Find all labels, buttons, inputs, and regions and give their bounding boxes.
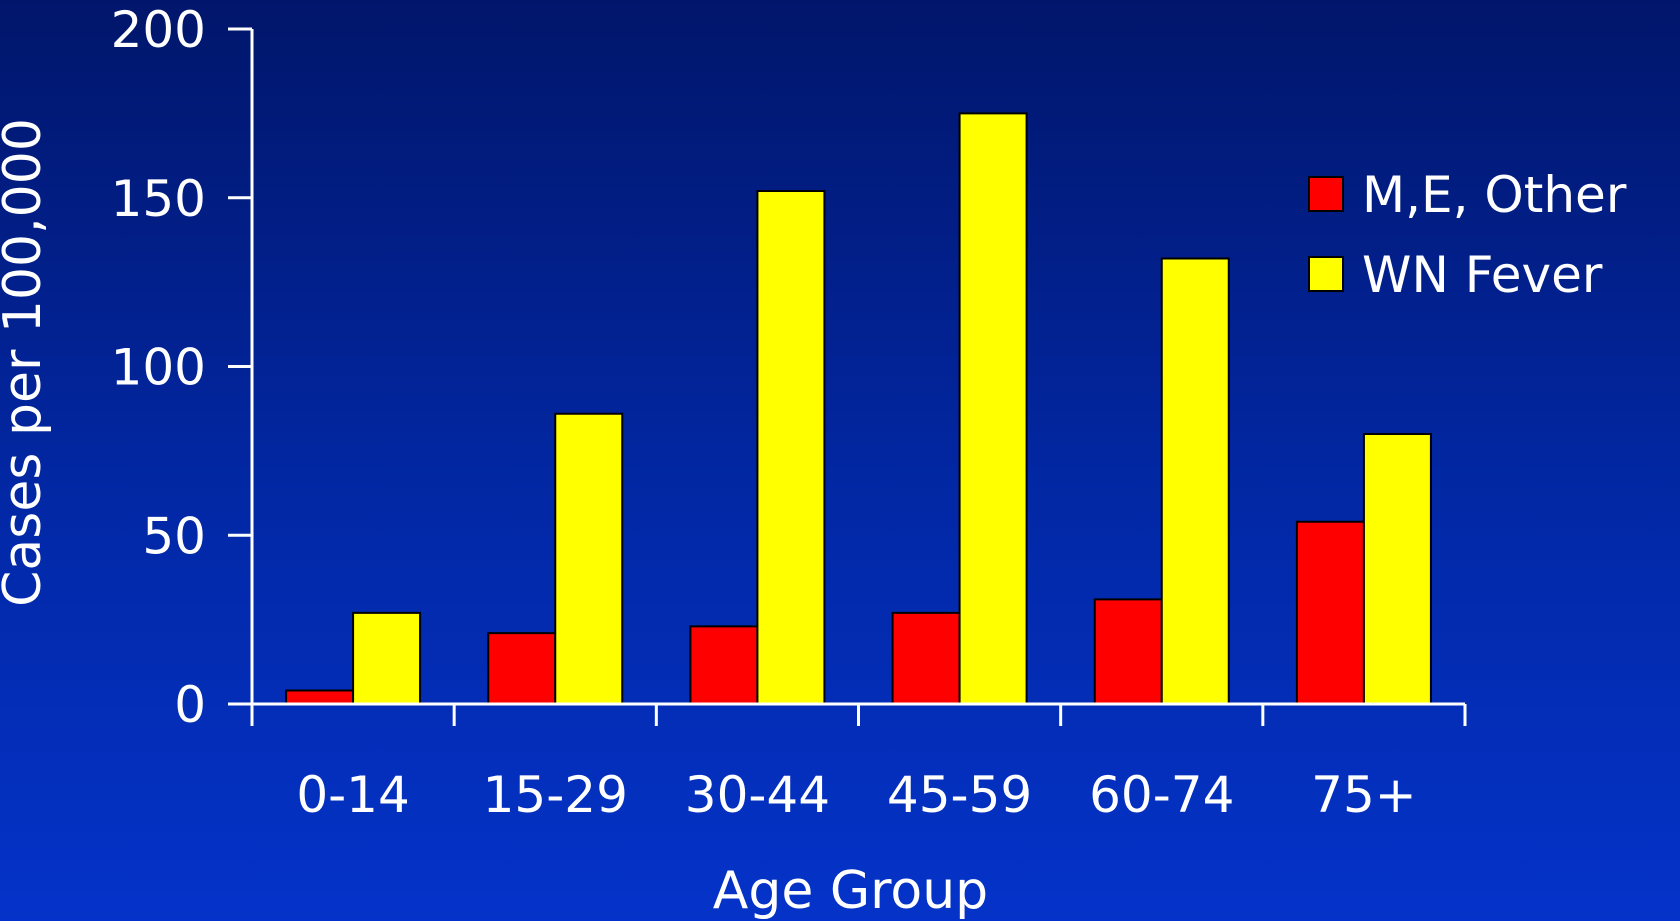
legend-swatch-me-other (1308, 176, 1344, 212)
bar-wn-fever-0-14 (352, 611, 422, 705)
legend: M,E, Other WN Fever (1308, 166, 1627, 304)
x-tick-label: 75+ (1311, 766, 1417, 824)
y-ticks: 0 50 100 150 200 (111, 1, 252, 734)
y-tick-label: 150 (111, 170, 206, 228)
bar-me-other-0-14 (285, 689, 355, 705)
bar-me-other-30-44 (689, 625, 759, 705)
y-tick-label: 200 (111, 1, 206, 59)
bar-wn-fever-45-59 (958, 112, 1028, 705)
x-axis-title: Age Group (713, 861, 988, 921)
bar-wn-fever-30-44 (756, 190, 826, 705)
legend-swatch-wn-fever (1308, 256, 1344, 292)
bar-me-other-15-29 (487, 632, 557, 705)
y-tick-label: 0 (174, 676, 206, 734)
x-tick-label: 45-59 (887, 766, 1032, 824)
bar-me-other-60-74 (1093, 598, 1163, 705)
x-tick-label: 60-74 (1089, 766, 1234, 824)
bar-wn-fever-60-74 (1160, 257, 1230, 705)
bars-layer (285, 112, 1432, 705)
legend-label-wn-fever: WN Fever (1362, 246, 1603, 304)
y-tick-label: 50 (142, 507, 206, 565)
bar-wn-fever-75+ (1362, 433, 1432, 705)
axes-layer (250, 29, 1465, 724)
y-tick-label: 100 (111, 339, 206, 397)
x-tick-label: 0-14 (296, 766, 409, 824)
x-tick-label: 15-29 (483, 766, 628, 824)
y-axis-title: Cases per 100,000 (0, 118, 53, 607)
x-tick-label: 30-44 (685, 766, 830, 824)
bar-me-other-75+ (1295, 520, 1365, 705)
x-ticks: 0-14 15-29 30-44 45-59 60-74 75+ (250, 704, 1467, 824)
bar-me-other-45-59 (891, 611, 961, 705)
legend-label-me-other: M,E, Other (1362, 166, 1627, 224)
bar-wn-fever-15-29 (554, 412, 624, 705)
